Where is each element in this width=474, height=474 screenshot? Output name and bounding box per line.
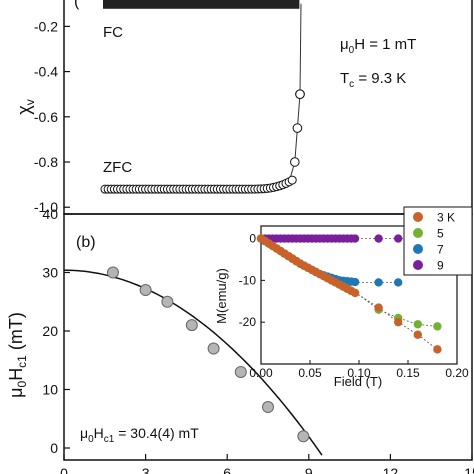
hc1-point [185,319,198,332]
annotation-tc: Tc = 9.3 K [340,70,406,90]
inset-point [394,317,403,327]
panel-b-x-tick-label: 6 [223,465,231,474]
inset-x-tick-label: 0.15 [396,366,420,380]
panel-b-x-tick-label: 3 [142,465,150,474]
panel-a-label: ( [74,0,80,10]
inset-point [394,278,403,287]
inset-y-axis-label: M(emu/g) [214,268,229,324]
hc1-point [262,401,274,414]
panel-a-y-tick-label: -0.8 [34,154,58,170]
panel-b-x-tick-label: 12 [383,465,399,474]
panel-b-y-tick-label: 20 [42,323,58,339]
zfc-label: ZFC [103,159,132,176]
panel-b-y-tick-label: 0 [50,440,58,456]
fit-annotation: μ0Hc1 = 30.4(4) mT [80,425,199,445]
inset-point [374,234,383,243]
legend-marker [413,212,423,222]
panel-b-x-ticks: 0 3 6 9 12 15 [60,454,474,474]
panel-a-curves [100,0,305,194]
panel-a-y-tick-label: -0.2 [34,18,58,34]
panel-b-frame [63,213,473,461]
panel-a-y-tick-label: -0.6 [34,109,58,125]
legend-label: 9 [437,259,444,273]
panel-a-y-axis-label: χv [14,99,37,114]
legend-marker [413,260,423,270]
inset-x-tick-label: 0.10 [347,366,371,380]
inset-y-tick-label: -20 [239,315,257,329]
legend-label: 5 [437,227,444,241]
panel-b-x-tick-label: 0 [60,465,68,474]
panel-b: (b) 40 30 20 10 0 0 3 6 9 12 15 μ0Hc1 (mT) μ0Hc1 … [6,206,474,474]
hc1-fit-line [64,269,323,456]
hc1-point [297,430,310,443]
panel-a-y-tick-label: -1.0 [34,199,58,215]
panel-b-y-tick-label: 30 [42,265,58,281]
zfc-point [292,123,303,133]
legend-label: 7 [437,243,444,257]
hc1-data-points [106,266,310,443]
panel-a-frame [63,0,473,215]
fc-branch-markers [103,0,300,9]
hc1-point [106,266,119,279]
inset-series-line [260,238,438,327]
panel-b-label: (b) [76,234,96,251]
hc1-fit-curve [64,269,323,456]
inset-x-ticks: 0.00 0.05 0.10 0.15 0.20 [249,360,469,380]
legend-marker [413,228,423,238]
inset-point [394,234,403,243]
zfc-point [287,175,297,185]
panel-b-y-axis-label: μ0Hc1 (mT) [6,312,29,398]
inset-x-tick-label: 0.05 [298,366,322,380]
inset-point [374,278,383,287]
hc1-point [161,295,174,308]
inset-series [256,234,442,354]
inset-y-tick-label: 0 [249,232,256,246]
panel-b-x-tick-label: 15 [464,465,474,474]
inset-x-tick-label: 0.00 [249,366,273,380]
zfc-point [295,89,305,99]
inset-point [433,322,442,331]
hc1-point [234,365,247,378]
legend-marker [413,244,423,254]
zfc-point [290,157,300,167]
legend-label: 3 K [437,211,455,225]
inset-x-axis-label: Field (T) [334,374,382,389]
panel-b-x-tick-label: 9 [305,465,313,474]
panel-a: ( -0.2 -0.4 -0.6 -0.8 -1.0 χv FC ZFC μ0H = 1… [14,0,473,215]
panel-b-y-tick-label: 10 [42,382,58,398]
inset-point [350,277,360,287]
panel-a-y-tick-label: -0.4 [34,64,58,80]
inset-point [413,330,422,339]
fc-label: FC [103,24,123,41]
inset-point [350,288,360,298]
inset-y-ticks: 0 -10 -20 [239,232,265,329]
hc1-point [139,284,152,297]
panel-a-y-ticks: -0.2 -0.4 -0.6 -0.8 -1.0 [34,18,70,215]
annotation-field: μ0H = 1 mT [340,36,416,56]
inset: 0 -10 -20 0.00 0.05 0.10 0.15 0.20 M(emu/g) Fi… [214,206,473,389]
inset-point [374,303,383,312]
panel-b-y-tick-label: 40 [42,206,58,222]
inset-legend: 3 K 5 7 9 [403,206,473,276]
inset-point [413,320,422,329]
inset-y-tick-label: -10 [239,273,257,287]
inset-point [350,234,360,243]
panel-b-y-ticks: 40 30 20 10 0 [42,206,70,456]
inset-series-line [260,238,438,350]
zfc-line [105,3,302,190]
hc1-point [207,342,220,355]
inset-point [433,345,442,354]
inset-x-tick-label: 0.20 [445,366,469,380]
